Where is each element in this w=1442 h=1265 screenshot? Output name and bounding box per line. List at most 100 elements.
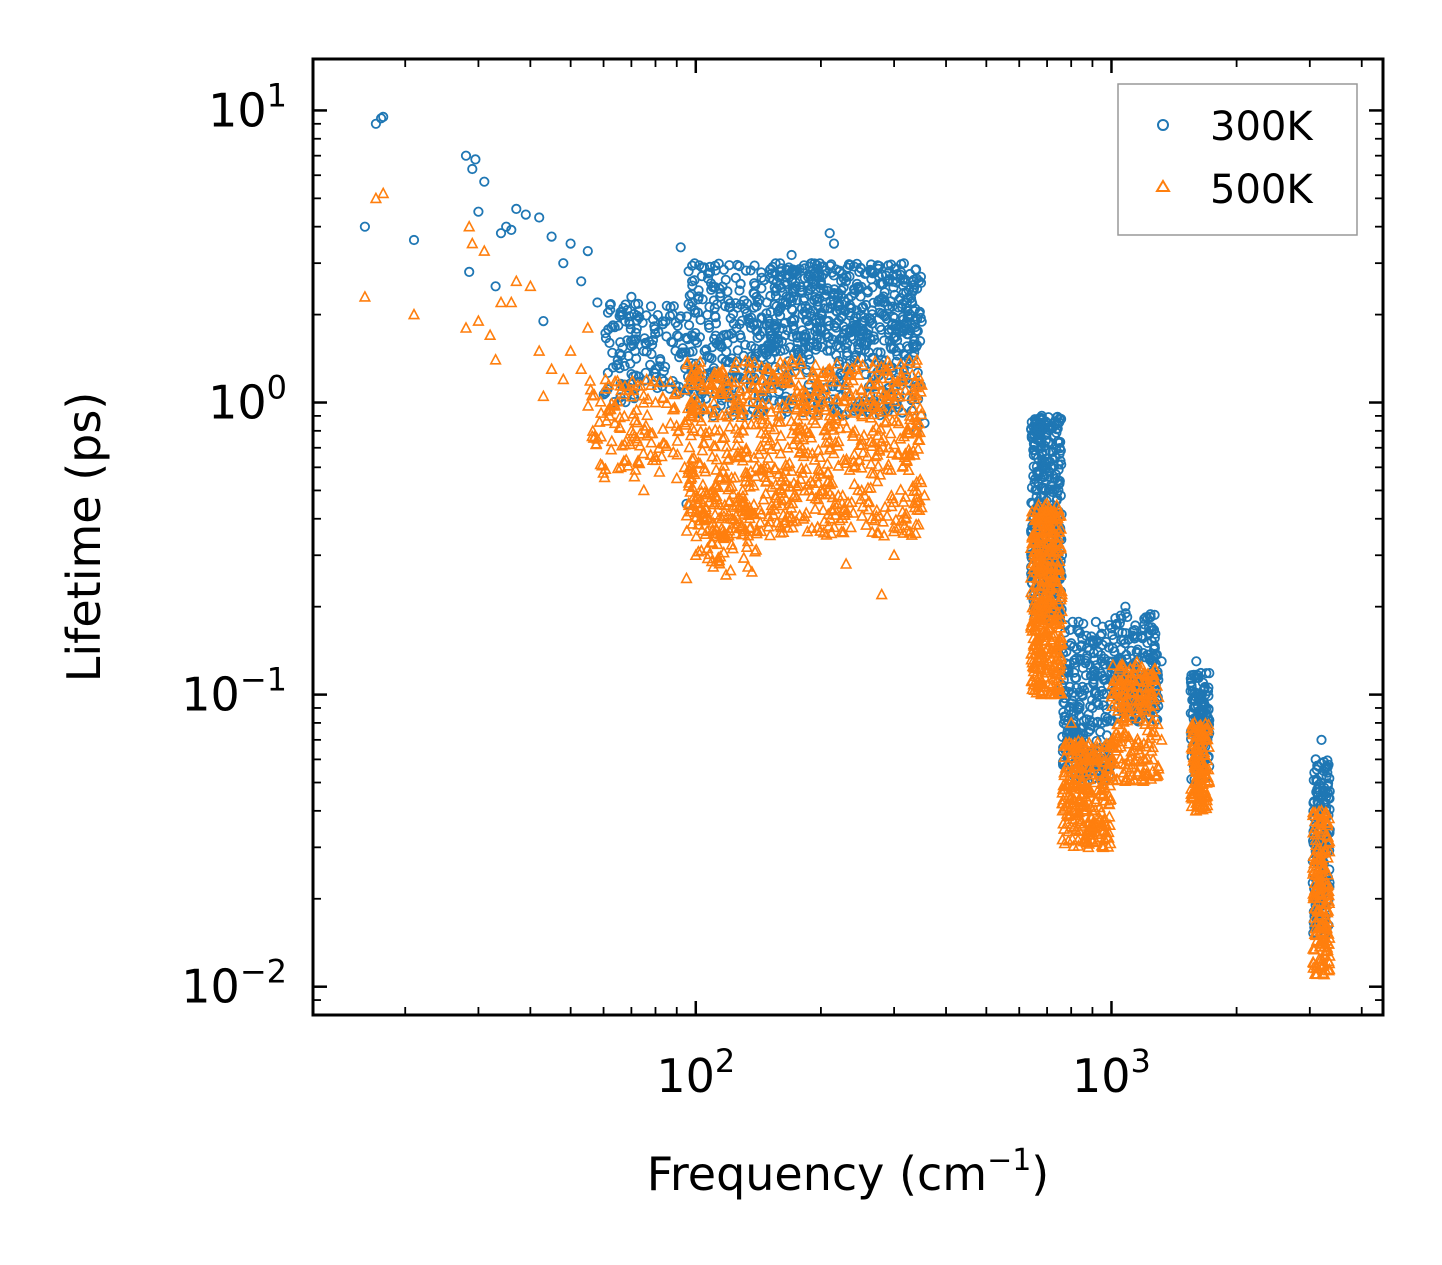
- y-tick-label: 100: [208, 369, 287, 430]
- point-300k: [1090, 616, 1102, 628]
- point-500k: [1036, 578, 1049, 591]
- point-500k: [708, 406, 721, 418]
- point-300k: [861, 268, 872, 279]
- point-300k: [834, 265, 845, 276]
- point-500k: [1322, 878, 1335, 890]
- point-500k: [865, 512, 878, 524]
- point-500k: [1320, 892, 1334, 904]
- point-500k: [682, 498, 696, 511]
- point-300k: [856, 337, 867, 348]
- point-500k: [1310, 891, 1323, 903]
- point-500k: [697, 436, 710, 448]
- point-500k: [723, 480, 736, 493]
- point-300k: [1320, 785, 1331, 797]
- point-500k: [709, 423, 722, 435]
- point-500k: [1081, 795, 1095, 807]
- point-300k: [767, 261, 778, 272]
- point-500k: [670, 419, 683, 431]
- point-500k: [810, 408, 824, 420]
- point-500k: [728, 470, 742, 483]
- point-500k: [1318, 967, 1331, 980]
- point-300k: [1129, 631, 1140, 642]
- point-500k: [805, 521, 819, 534]
- point-500k: [748, 356, 761, 368]
- point-500k: [901, 426, 914, 438]
- point-500k: [1308, 911, 1321, 923]
- point-300k: [674, 351, 685, 363]
- point-500k: [837, 525, 850, 538]
- point-500k: [1132, 742, 1145, 755]
- point-500k: [796, 408, 810, 421]
- point-300k: [878, 297, 889, 308]
- point-500k: [1320, 934, 1333, 946]
- point-500k: [622, 459, 635, 471]
- point-500k: [790, 479, 803, 492]
- point-500k: [817, 503, 830, 516]
- point-300k: [699, 345, 710, 357]
- point-500k: [762, 451, 775, 463]
- point-500k: [848, 477, 861, 490]
- point-500k: [714, 381, 728, 394]
- point-300k: [538, 315, 549, 327]
- point-300k: [802, 280, 813, 291]
- point-300k: [750, 343, 761, 354]
- point-500k: [1137, 737, 1151, 749]
- point-500k: [608, 374, 622, 387]
- point-500k: [802, 483, 816, 496]
- point-500k: [1307, 849, 1320, 862]
- point-500k: [1030, 615, 1043, 628]
- point-500k: [1195, 733, 1209, 745]
- point-300k: [1080, 670, 1092, 681]
- point-500k: [1033, 608, 1046, 620]
- point-500k: [1060, 779, 1073, 792]
- point-500k: [1155, 733, 1168, 745]
- point-500k: [912, 376, 926, 389]
- point-300k: [1088, 636, 1099, 647]
- point-300k: [1147, 654, 1158, 666]
- point-300k: [732, 345, 743, 356]
- point-500k: [1122, 664, 1135, 677]
- point-500k: [820, 528, 833, 540]
- point-300k: [625, 358, 636, 369]
- point-500k: [845, 495, 858, 508]
- point-500k: [1085, 750, 1099, 763]
- point-500k: [698, 461, 711, 474]
- point-500k: [907, 496, 921, 509]
- point-300k: [1092, 636, 1103, 647]
- point-500k: [649, 395, 662, 408]
- point-500k: [1315, 872, 1328, 884]
- point-500k: [910, 495, 923, 508]
- point-500k: [1112, 729, 1125, 741]
- point-500k: [895, 514, 908, 526]
- point-300k: [1123, 634, 1134, 645]
- point-500k: [797, 432, 810, 445]
- point-300k: [803, 341, 814, 352]
- point-500k: [735, 520, 748, 533]
- point-500k: [750, 460, 763, 473]
- point-300k: [887, 301, 898, 312]
- point-500k: [721, 453, 734, 465]
- point-300k: [701, 344, 712, 355]
- point-500k: [1322, 954, 1335, 967]
- point-500k: [1058, 768, 1071, 781]
- point-300k: [899, 274, 911, 285]
- point-500k: [1039, 504, 1052, 516]
- point-500k: [828, 497, 842, 510]
- point-500k: [1137, 667, 1150, 680]
- point-500k: [896, 372, 909, 385]
- point-500k: [727, 500, 740, 512]
- point-500k: [902, 463, 915, 476]
- point-300k: [650, 364, 661, 375]
- point-500k: [794, 472, 807, 485]
- point-500k: [791, 385, 804, 397]
- point-500k: [1085, 819, 1098, 832]
- point-500k: [862, 495, 875, 508]
- point-300k: [888, 282, 899, 293]
- point-300k: [1149, 642, 1161, 654]
- point-300k: [675, 242, 686, 253]
- point-300k: [848, 261, 860, 272]
- point-300k: [769, 318, 780, 330]
- point-500k: [819, 400, 832, 412]
- point-500k: [907, 383, 920, 395]
- point-500k: [878, 500, 892, 512]
